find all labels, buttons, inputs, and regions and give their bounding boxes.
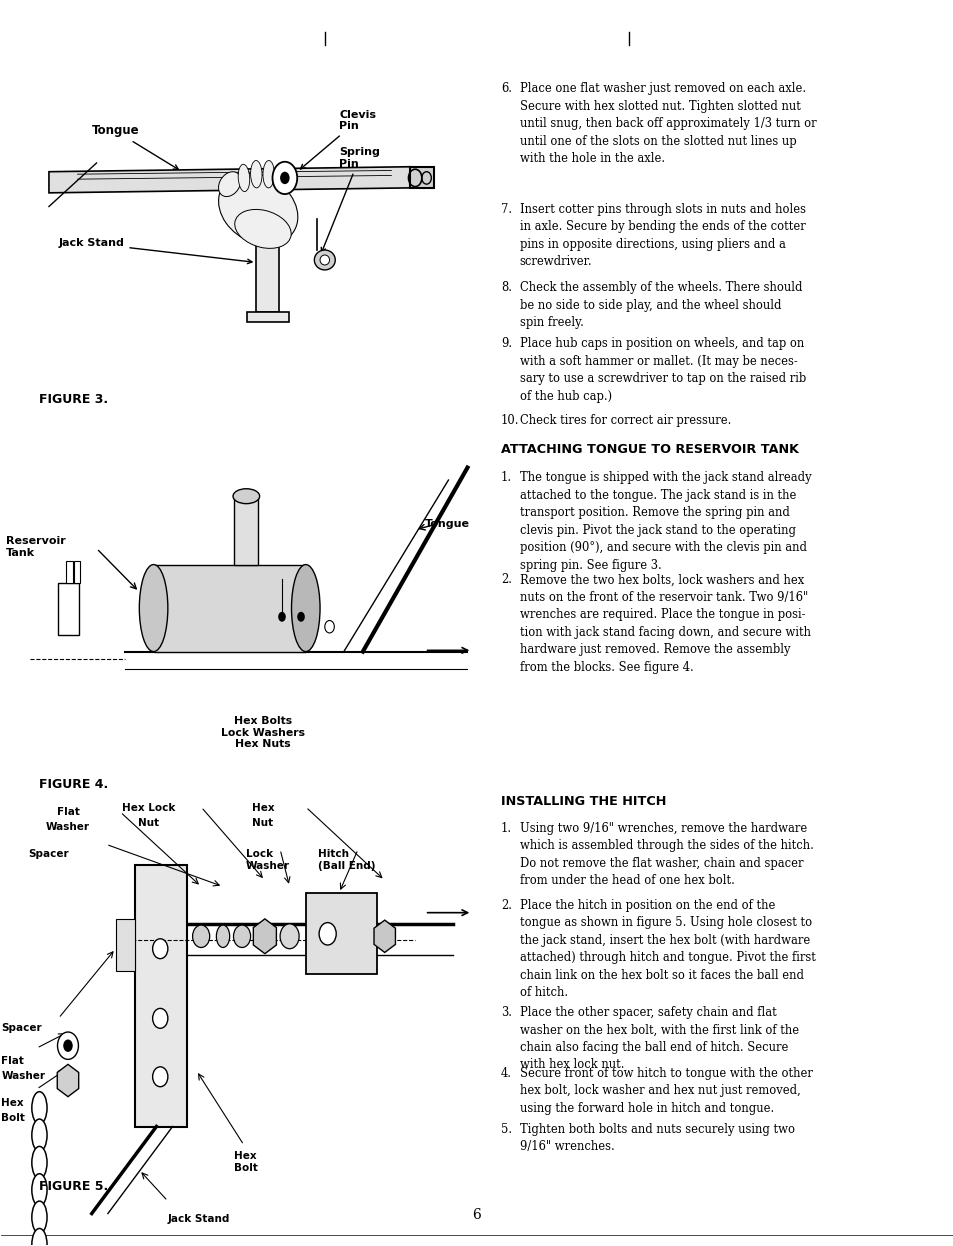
Text: Hitch
(Ball End): Hitch (Ball End): [317, 850, 375, 871]
Polygon shape: [49, 167, 410, 193]
Ellipse shape: [251, 161, 262, 188]
Text: Nut: Nut: [138, 819, 159, 829]
Text: Tighten both bolts and nuts securely using two
9/16" wrenches.: Tighten both bolts and nuts securely usi…: [519, 1123, 794, 1154]
Text: 7.: 7.: [500, 203, 512, 216]
Text: Bolt: Bolt: [1, 1113, 25, 1123]
Ellipse shape: [275, 164, 287, 192]
Circle shape: [152, 1067, 168, 1087]
Text: 3.: 3.: [500, 1006, 511, 1019]
Circle shape: [297, 612, 305, 622]
Text: FIGURE 5.: FIGURE 5.: [39, 1180, 109, 1192]
Text: The tongue is shipped with the jack stand already
attached to the tongue. The ja: The tongue is shipped with the jack stan…: [519, 471, 811, 572]
Text: FIGURE 3.: FIGURE 3.: [39, 392, 109, 406]
Circle shape: [57, 1032, 78, 1059]
Text: 6: 6: [472, 1209, 481, 1222]
Ellipse shape: [314, 250, 335, 270]
Bar: [306, 893, 376, 973]
Text: Place the other spacer, safety chain and flat
washer on the hex bolt, with the f: Place the other spacer, safety chain and…: [519, 1006, 798, 1072]
Text: INSTALLING THE HITCH: INSTALLING THE HITCH: [500, 795, 665, 807]
Ellipse shape: [193, 925, 210, 947]
Polygon shape: [153, 564, 306, 652]
Text: 5.: 5.: [500, 1123, 512, 1136]
Circle shape: [280, 172, 290, 184]
Text: Tongue: Tongue: [424, 518, 469, 528]
Circle shape: [280, 923, 299, 948]
Text: Spacer: Spacer: [1, 1023, 42, 1033]
Text: Remove the two hex bolts, lock washers and hex
nuts on the front of the reservoi: Remove the two hex bolts, lock washers a…: [519, 573, 810, 674]
Ellipse shape: [139, 564, 168, 652]
Text: Jack Stand: Jack Stand: [168, 1214, 230, 1224]
Ellipse shape: [31, 1201, 47, 1234]
Text: 8.: 8.: [500, 282, 511, 294]
Text: Lock
Washer: Lock Washer: [246, 850, 290, 871]
Text: Flat: Flat: [56, 807, 79, 817]
Text: Nut: Nut: [253, 819, 274, 829]
Text: 2.: 2.: [500, 900, 511, 912]
Text: Hex: Hex: [1, 1098, 24, 1108]
Circle shape: [152, 938, 168, 958]
Text: Place one flat washer just removed on each axle.
Secure with hex slotted nut. Ti: Place one flat washer just removed on ea…: [519, 82, 816, 166]
Text: Check the assembly of the wheels. There should
be no side to side play, and the : Check the assembly of the wheels. There …: [519, 282, 801, 329]
Circle shape: [273, 162, 297, 194]
Text: 1.: 1.: [500, 822, 512, 835]
Bar: [234, 496, 258, 564]
Text: 4.: 4.: [500, 1067, 511, 1080]
Text: Tongue: Tongue: [91, 125, 178, 169]
Ellipse shape: [234, 209, 291, 248]
Ellipse shape: [31, 1119, 47, 1151]
Ellipse shape: [31, 1146, 47, 1179]
Text: Hex Lock: Hex Lock: [122, 804, 175, 814]
Ellipse shape: [31, 1229, 47, 1246]
Polygon shape: [256, 192, 279, 313]
Ellipse shape: [218, 172, 240, 197]
Text: 9.: 9.: [500, 338, 512, 350]
Text: Flat: Flat: [1, 1055, 24, 1065]
Text: Insert cotter pins through slots in nuts and holes
in axle. Secure by bending th: Insert cotter pins through slots in nuts…: [519, 203, 805, 268]
Ellipse shape: [319, 255, 329, 265]
Text: FIGURE 4.: FIGURE 4.: [39, 779, 109, 791]
Ellipse shape: [292, 564, 319, 652]
Ellipse shape: [218, 173, 297, 244]
Text: 1.: 1.: [500, 471, 512, 485]
Text: Hex
Bolt: Hex Bolt: [234, 1151, 258, 1172]
Text: Secure front of tow hitch to tongue with the other
hex bolt, lock washer and hex: Secure front of tow hitch to tongue with…: [519, 1067, 812, 1115]
Text: Place the hitch in position on the end of the
tongue as shown in figure 5. Using: Place the hitch in position on the end o…: [519, 900, 815, 999]
Ellipse shape: [216, 925, 230, 947]
Polygon shape: [247, 313, 289, 323]
Ellipse shape: [238, 164, 250, 192]
Circle shape: [278, 612, 286, 622]
Circle shape: [63, 1039, 72, 1052]
Ellipse shape: [233, 488, 259, 503]
Text: Hex Bolts
Lock Washers
Hex Nuts: Hex Bolts Lock Washers Hex Nuts: [221, 716, 305, 749]
Text: Spacer: Spacer: [29, 850, 70, 860]
Bar: [134, 866, 187, 1126]
Bar: [73, 561, 80, 583]
Text: Using two 9/16" wrenches, remove the hardware
which is assembled through the sid: Using two 9/16" wrenches, remove the har…: [519, 822, 813, 887]
Ellipse shape: [233, 925, 251, 947]
Text: Reservoir
Tank: Reservoir Tank: [6, 536, 66, 557]
Text: Spring
Pin: Spring Pin: [321, 147, 379, 252]
Text: 2.: 2.: [500, 573, 511, 587]
Text: 10.: 10.: [500, 414, 518, 427]
Text: Place hub caps in position on wheels, and tap on
with a soft hammer or mallet. (: Place hub caps in position on wheels, an…: [519, 338, 805, 402]
Text: Jack Stand: Jack Stand: [58, 238, 252, 264]
Text: Check tires for correct air pressure.: Check tires for correct air pressure.: [519, 414, 730, 427]
Circle shape: [318, 922, 335, 944]
Circle shape: [324, 621, 334, 633]
Text: Washer: Washer: [46, 822, 90, 832]
Circle shape: [152, 1008, 168, 1028]
Text: ATTACHING TONGUE TO RESERVOIR TANK: ATTACHING TONGUE TO RESERVOIR TANK: [500, 442, 798, 456]
Ellipse shape: [31, 1091, 47, 1124]
Bar: [115, 918, 134, 971]
Bar: [66, 561, 72, 583]
Bar: [58, 583, 79, 635]
Text: 6.: 6.: [500, 82, 511, 95]
Text: Hex: Hex: [252, 804, 274, 814]
Text: Clevis
Pin: Clevis Pin: [300, 110, 375, 169]
Ellipse shape: [263, 161, 274, 188]
Text: Washer: Washer: [1, 1070, 46, 1080]
Polygon shape: [410, 167, 434, 188]
Ellipse shape: [31, 1174, 47, 1206]
